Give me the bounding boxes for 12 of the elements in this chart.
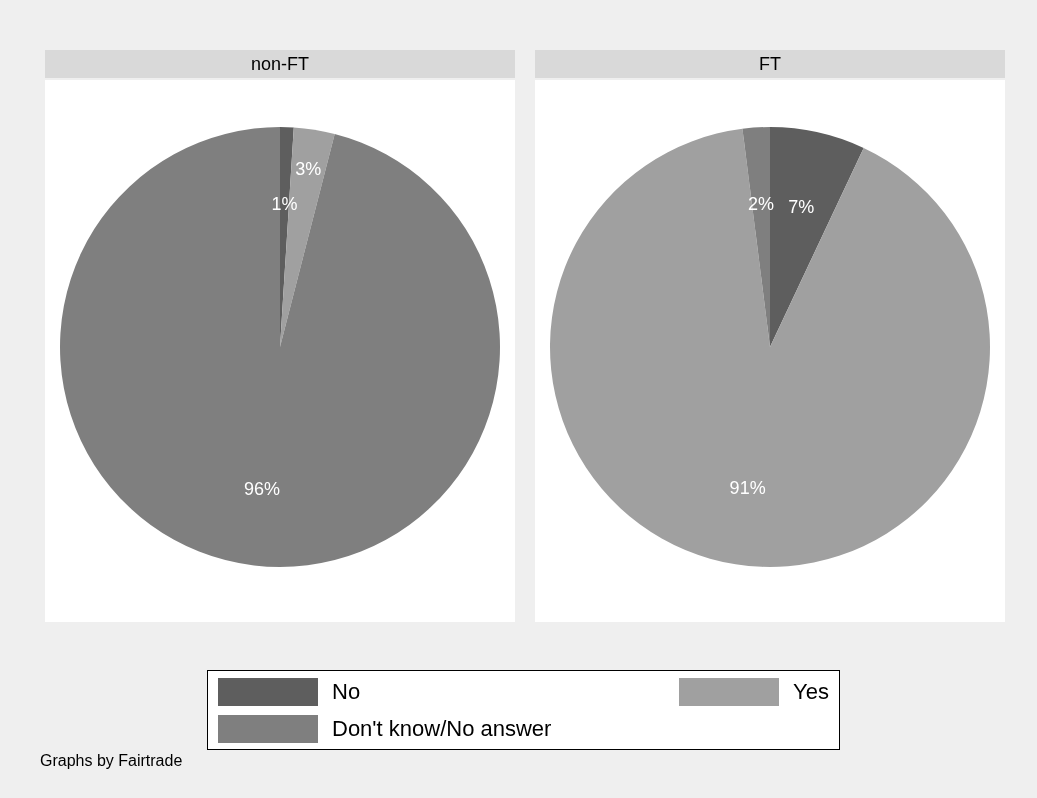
- data-label: 2%: [748, 194, 775, 215]
- legend-label: Yes: [793, 678, 829, 705]
- data-label: 91%: [729, 478, 766, 499]
- data-label: 3%: [295, 158, 322, 179]
- legend-label: No: [332, 678, 361, 705]
- data-label: 1%: [271, 194, 298, 215]
- text: Graphs by Fairtrade: [40, 752, 183, 770]
- data-label: 7%: [788, 197, 815, 218]
- slice-label: FT: [535, 50, 1005, 78]
- slice-label: non-FT: [45, 50, 515, 78]
- data-label: 96%: [244, 478, 281, 499]
- legend-label: Don't know/No answer: [332, 715, 552, 742]
